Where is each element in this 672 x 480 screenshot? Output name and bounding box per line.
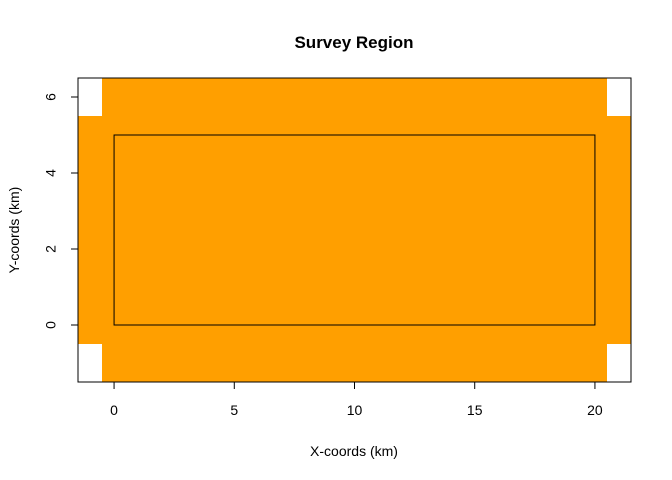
y-axis: 0 2 4 6 [43, 93, 78, 329]
x-tick-label: 0 [110, 402, 118, 418]
y-tick-label: 0 [43, 321, 59, 329]
x-tick-label: 15 [467, 402, 483, 418]
plot-area [78, 78, 631, 382]
x-tick-label: 5 [230, 402, 238, 418]
x-axis: 0 5 10 15 20 [110, 382, 603, 418]
chart-title: Survey Region [294, 33, 413, 52]
y-tick-label: 6 [43, 93, 59, 101]
x-axis-label: X-coords (km) [310, 443, 398, 459]
y-tick-label: 4 [43, 169, 59, 177]
buffer-region [78, 78, 631, 382]
y-axis-label: Y-coords (km) [6, 187, 22, 274]
x-tick-label: 10 [347, 402, 363, 418]
x-tick-label: 20 [587, 402, 603, 418]
y-tick-label: 2 [43, 245, 59, 253]
study-region-outline [113, 134, 596, 326]
